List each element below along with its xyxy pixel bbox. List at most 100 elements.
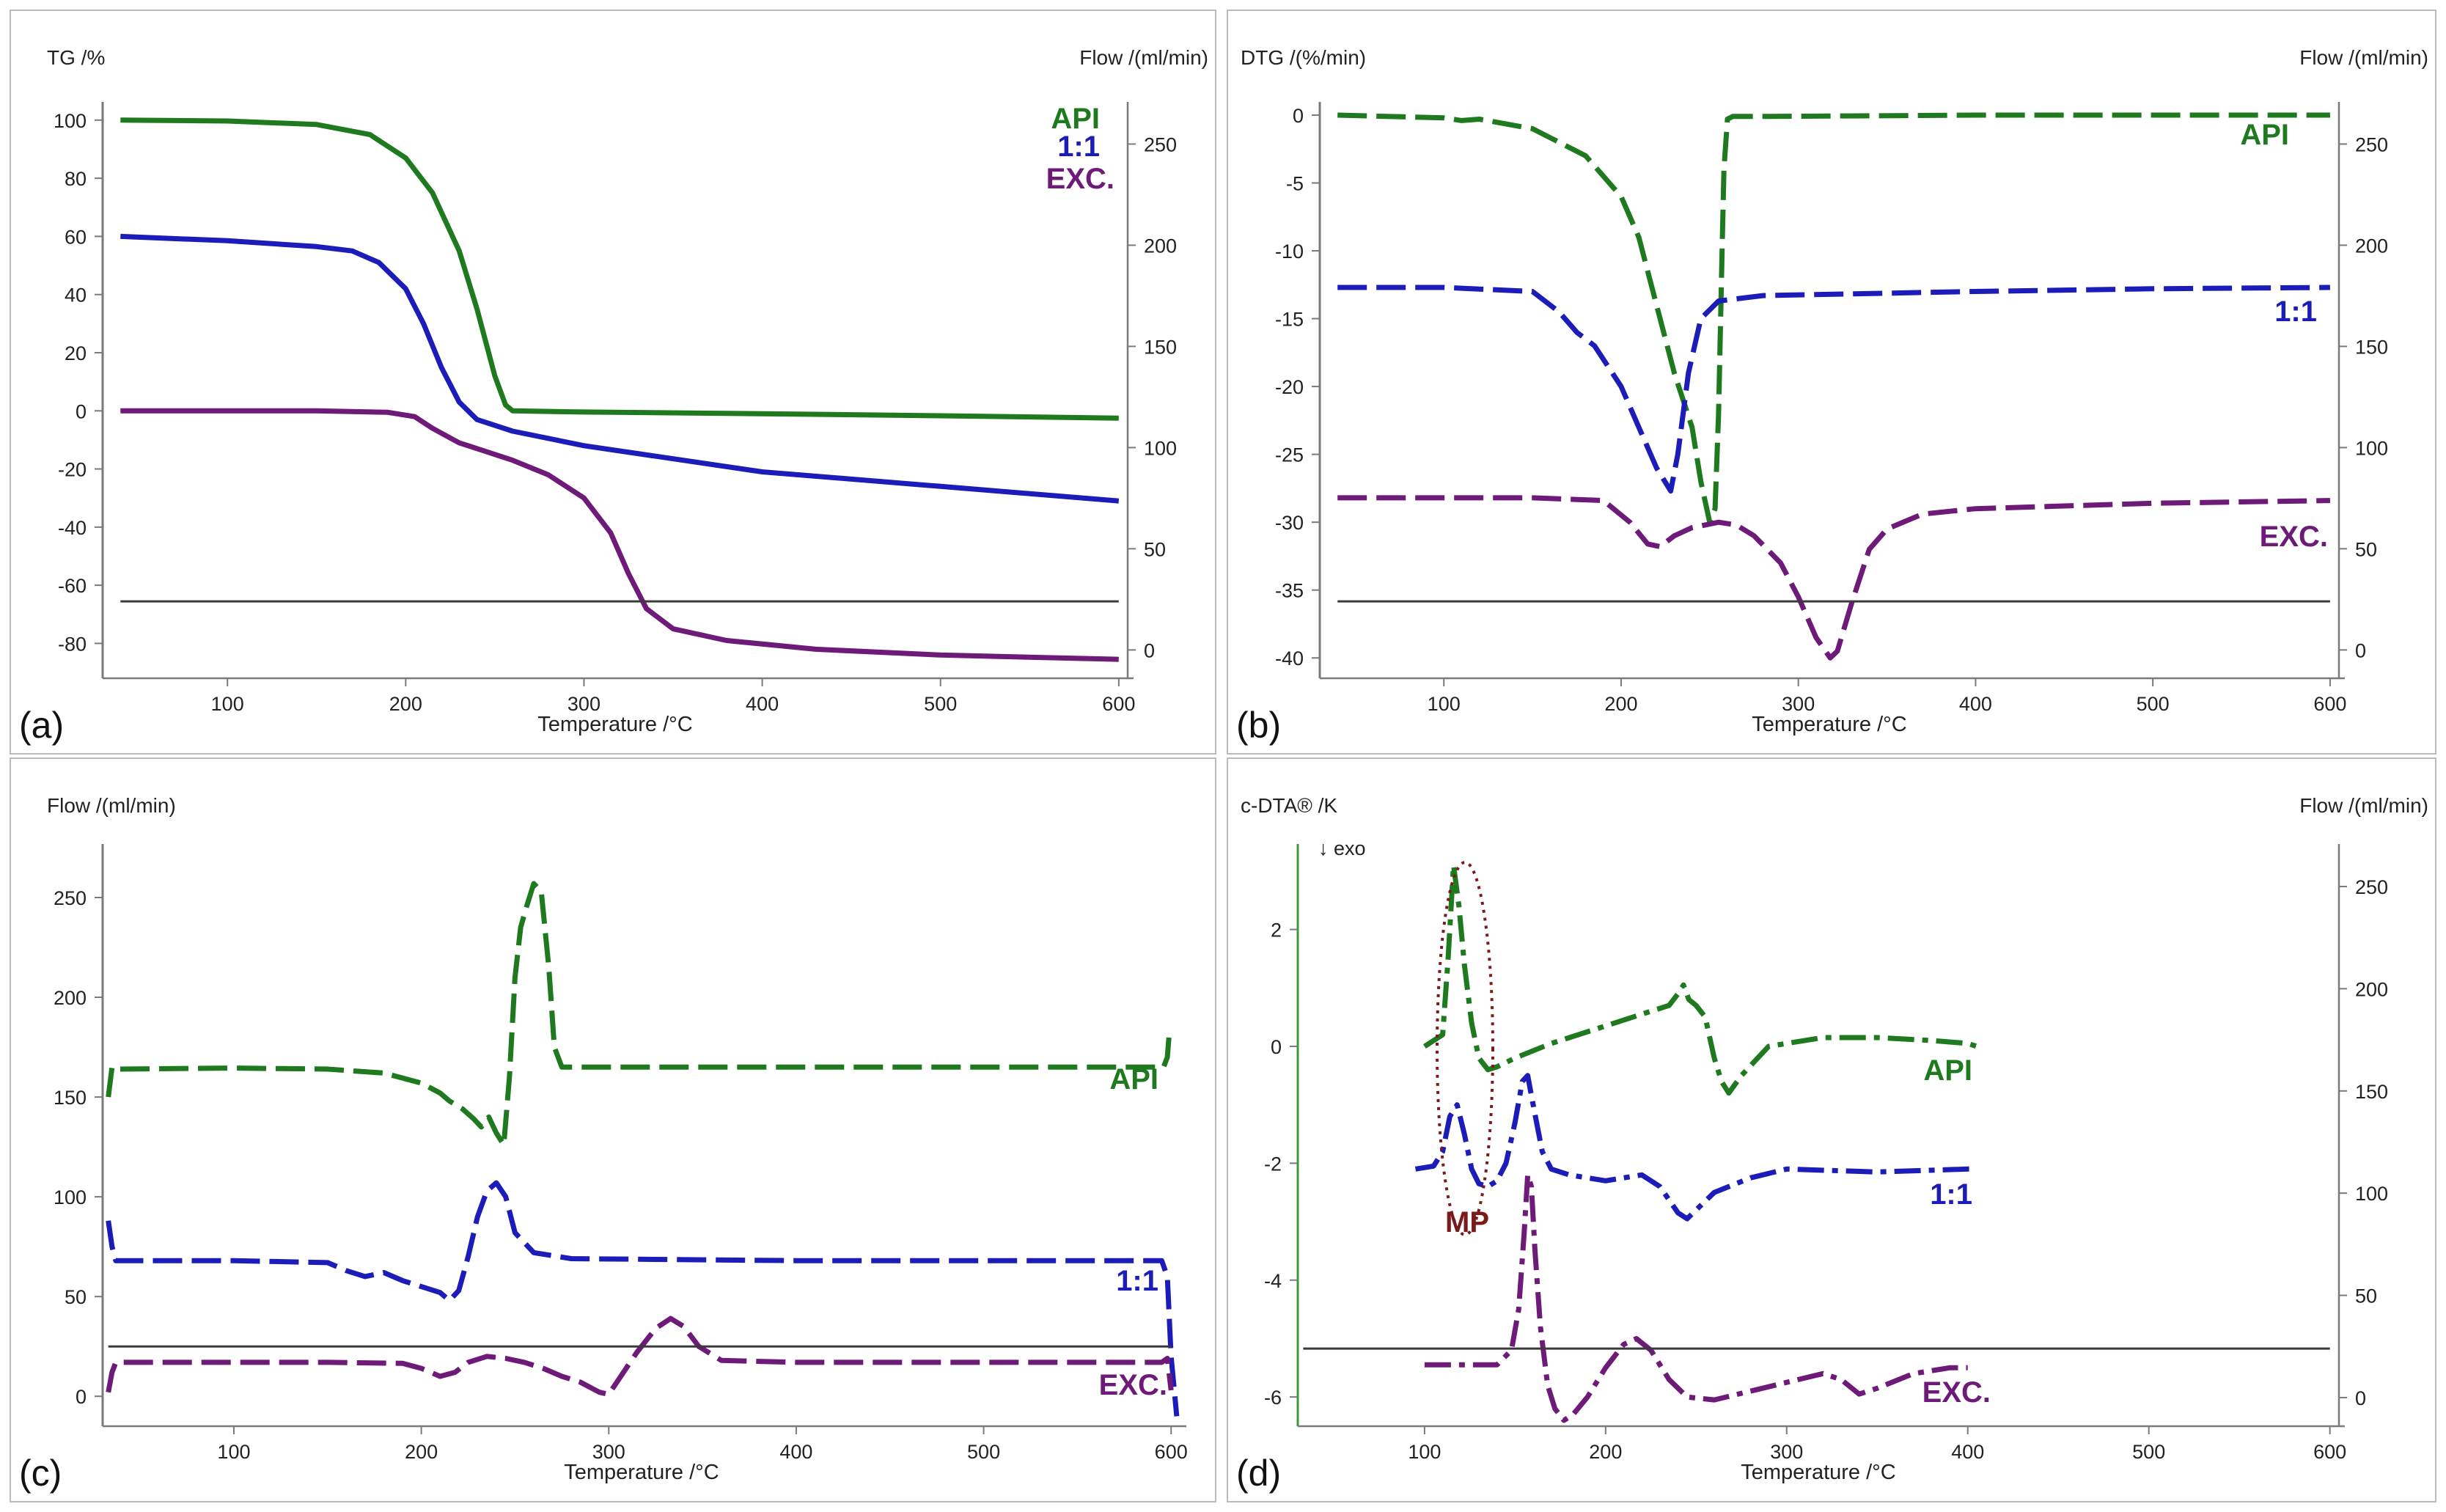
x-tick-label: 100 <box>217 1441 250 1463</box>
y-tick-label: -40 <box>58 517 87 539</box>
series-line-exc <box>120 408 1119 662</box>
legend-label-ratio: 1:1 <box>1930 1178 1972 1211</box>
x-axis-title: Temperature /°C <box>564 1461 719 1484</box>
y2-tick-label: 200 <box>2355 978 2388 1000</box>
x-tick-label: 400 <box>1959 693 1992 715</box>
panel-label: (c) <box>19 1453 62 1494</box>
y2-tick-label: 250 <box>2355 133 2388 155</box>
y2-tick-label: 50 <box>1144 538 1166 560</box>
y2-tick-label: 50 <box>2355 1285 2377 1307</box>
y-tick-label: -35 <box>1275 580 1304 602</box>
series-line-exc <box>1337 495 2330 661</box>
y-tick-label: -40 <box>1275 647 1304 669</box>
series-line-1-1 <box>1337 285 2330 494</box>
y2-tick-label: 100 <box>2355 1183 2388 1205</box>
x-tick-label: 200 <box>1589 1441 1622 1463</box>
series-line-api <box>1337 112 2330 525</box>
x-tick-label: 600 <box>2313 1441 2346 1463</box>
x-tick-label: 600 <box>1102 693 1135 715</box>
panel-border <box>10 757 1216 1502</box>
y-tick-label: -5 <box>1286 172 1304 194</box>
y2-tick-label: 250 <box>1144 133 1177 155</box>
y2-tick-label: 0 <box>2355 639 2366 661</box>
y-axis-title: c-DTA® /K <box>1241 794 1337 817</box>
panel-label: (a) <box>19 705 64 746</box>
x-tick-label: 300 <box>568 693 601 715</box>
y-tick-label: 0 <box>1271 1036 1282 1058</box>
y2-axis-title: Flow /(ml/min) <box>2299 46 2428 69</box>
y-tick-label: 60 <box>65 226 87 248</box>
y-tick-label: 200 <box>54 987 87 1009</box>
x-tick-label: 100 <box>1428 693 1461 715</box>
y2-axis-title: Flow /(ml/min) <box>2299 794 2428 817</box>
exo-label: ↓ exo <box>1318 837 1366 859</box>
x-tick-label: 400 <box>746 693 779 715</box>
y2-tick-label: 200 <box>1144 235 1177 257</box>
x-axis-title: Temperature /°C <box>537 713 692 736</box>
y2-tick-label: 0 <box>1144 639 1155 661</box>
legend-label-exc: EXC. <box>1099 1369 1167 1401</box>
series-line-api <box>106 881 1172 1148</box>
legend-label-api: API <box>1109 1063 1158 1096</box>
y-axis-title: DTG /(%/min) <box>1241 46 1366 69</box>
legend-label-api: API <box>2240 119 2289 151</box>
y-tick-label: 250 <box>54 887 87 909</box>
x-axis-title: Temperature /°C <box>1741 1461 1895 1484</box>
panel-b: 100 200 300 400 500 6000-5-10-15-20-25-30-35-… <box>1227 10 2436 755</box>
y-tick-label: 40 <box>65 285 87 307</box>
y-axis-title: TG /% <box>47 46 105 69</box>
y2-tick-label: 0 <box>2355 1387 2366 1409</box>
x-tick-label: 100 <box>211 693 244 715</box>
y-tick-label: -20 <box>1275 376 1304 398</box>
legend-label-exc: EXC. <box>2260 521 2328 553</box>
panel-label: (b) <box>1236 705 1281 746</box>
x-tick-label: 200 <box>389 693 422 715</box>
y2-tick-label: 100 <box>1144 437 1177 459</box>
x-tick-label: 500 <box>924 693 957 715</box>
x-axis-title: Temperature /°C <box>1752 713 1906 736</box>
legend-label-ratio: 1:1 <box>1057 131 1100 163</box>
x-tick-label: 200 <box>405 1441 438 1463</box>
y-tick-label: 0 <box>76 400 87 422</box>
y-tick-label: -10 <box>1275 241 1304 263</box>
mp-annotation: MP <box>1445 1206 1489 1238</box>
x-tick-label: 500 <box>2132 1441 2165 1463</box>
legend-label-ratio: 1:1 <box>2274 296 2317 328</box>
y-tick-label: -80 <box>58 633 87 655</box>
mp-highlight-ellipse <box>1436 861 1494 1236</box>
series-line-exc <box>106 1315 1174 1397</box>
series-line-exc <box>1424 1172 1968 1423</box>
y-tick-label: 80 <box>65 168 87 190</box>
series-line-1-1 <box>106 1180 1180 1417</box>
y-tick-label: -60 <box>58 575 87 597</box>
y-tick-label: -30 <box>1275 512 1304 534</box>
x-tick-label: 500 <box>2137 693 2170 715</box>
panel-label: (d) <box>1236 1453 1281 1494</box>
y-tick-label: -20 <box>58 459 87 481</box>
x-tick-label: 100 <box>1408 1441 1441 1463</box>
x-tick-label: 200 <box>1604 693 1637 715</box>
x-tick-label: 600 <box>1155 1441 1188 1463</box>
y-tick-label: 2 <box>1271 920 1282 942</box>
series-line-1-1 <box>1414 1073 1977 1222</box>
y-tick-label: 150 <box>54 1087 87 1109</box>
y2-tick-label: 150 <box>2355 1081 2388 1103</box>
x-tick-label: 300 <box>1782 693 1815 715</box>
y-tick-label: -2 <box>1264 1153 1282 1175</box>
series-line-api <box>120 117 1119 421</box>
y-tick-label: 100 <box>54 110 87 132</box>
x-tick-label: 400 <box>779 1441 812 1463</box>
y-tick-label: 20 <box>65 342 87 364</box>
y-axis-title: Flow /(ml/min) <box>47 794 176 817</box>
legend-label-ratio: 1:1 <box>1116 1265 1158 1297</box>
panel-border <box>1227 10 2436 755</box>
y-tick-label: -6 <box>1264 1387 1282 1409</box>
legend-label-api: API <box>1923 1054 1972 1087</box>
panel-a: 100 200 300 400 500 600100806040200-20-40-60-… <box>10 10 1216 755</box>
y-tick-label: 0 <box>76 1386 87 1408</box>
y2-tick-label: 150 <box>1144 336 1177 358</box>
legend-label-api: API <box>1051 103 1100 135</box>
y-tick-label: -4 <box>1264 1270 1282 1292</box>
